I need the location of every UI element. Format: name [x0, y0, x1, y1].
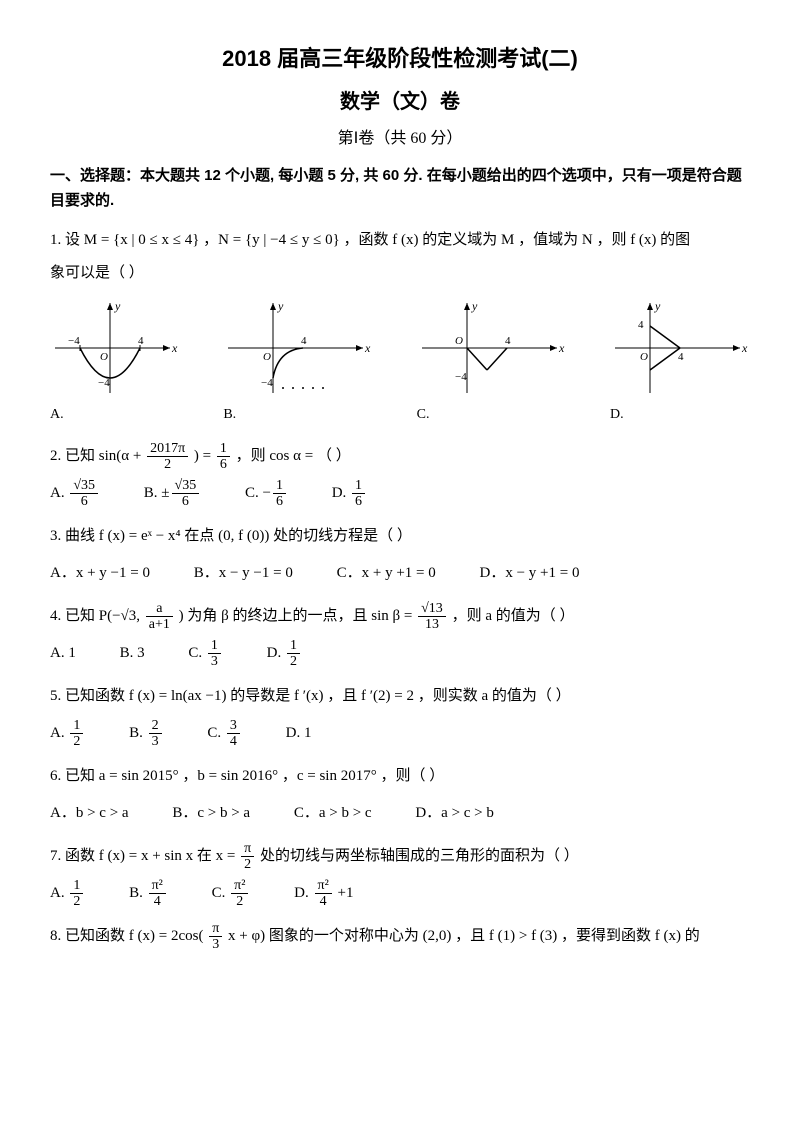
svg-text:−4: −4: [455, 371, 467, 383]
svg-text:−4: −4: [98, 377, 110, 389]
q5-opt-b: B. 23: [129, 717, 164, 750]
q2-frac-num: 2017π: [147, 441, 188, 457]
q8-text-a: 8. 已知函数 f (x) = 2cos(: [50, 928, 203, 944]
q2-r-den: 6: [217, 457, 230, 472]
q3-opt-d: D．x − y +1 = 0: [480, 557, 580, 590]
title-sub: 数学（文）卷: [50, 85, 750, 119]
q1-label-d: D.: [610, 407, 624, 422]
svg-text:4: 4: [301, 335, 307, 347]
title-main: 2018 届高三年级阶段性检测考试(二): [50, 40, 750, 77]
svg-text:4: 4: [638, 319, 644, 331]
svg-text:y: y: [471, 299, 478, 313]
q4-opt-d: D. 12: [267, 637, 302, 670]
q2-frac-den: 2: [147, 457, 188, 472]
svg-text:y: y: [114, 299, 121, 313]
q6-opt-a: A．b > c > a: [50, 797, 129, 830]
svg-text:−4: −4: [68, 335, 80, 347]
q5-opt-d: D. 1: [286, 717, 312, 750]
q6-text: 6. 已知 a = sin 2015° ，b = sin 2016° ，c = …: [50, 760, 750, 793]
q1-graph-d: x y 4 O 4 D.: [610, 298, 750, 431]
q7-opt-c: C. π²2: [212, 877, 251, 910]
q4-text-c: ，则 a 的值为（ ）: [452, 608, 575, 624]
q4-opt-b: B. 3: [120, 637, 145, 670]
svg-text:−4: −4: [261, 377, 273, 389]
q1-label-c: C.: [417, 407, 430, 422]
svg-text:4: 4: [138, 335, 144, 347]
q1-text-a: 1. 设 M = {x | 0 ≤ x ≤ 4} ，N = {y | −4 ≤ …: [50, 224, 750, 257]
q1-label-a: A.: [50, 407, 64, 422]
q1-graphs: x y −4 4 O −4 A. x y 4 O −4: [50, 298, 750, 431]
q7-text-b: 处的切线与两坐标轴围成的三角形的面积为（ ）: [260, 848, 579, 864]
q4-opt-a: A. 1: [50, 637, 76, 670]
question-2: 2. 已知 sin(α + 2017π2 ) = 16 ，则 cos α = （…: [50, 440, 750, 510]
q5-opt-a: A. 12: [50, 717, 85, 750]
svg-text:O: O: [100, 351, 108, 363]
q6-opt-b: B．c > b > a: [172, 797, 250, 830]
q2-opt-b: B. ±√356: [144, 477, 201, 510]
title-part: 第Ⅰ卷（共 60 分）: [50, 125, 750, 152]
q4-text-a: 4. 已知 P(−√3,: [50, 608, 144, 624]
svg-text:x: x: [364, 341, 371, 355]
svg-text:4: 4: [505, 335, 511, 347]
section-header: 一、选择题：本大题共 12 个小题, 每小题 5 分, 共 60 分. 在每小题…: [50, 163, 750, 214]
q3-opt-c: C．x + y +1 = 0: [337, 557, 436, 590]
q3-opt-b: B．x − y −1 = 0: [194, 557, 293, 590]
q8-text-b: x + φ) 图象的一个对称中心为 (2,0) ，且 f (1) > f (3)…: [228, 928, 700, 944]
q2-r-num: 1: [217, 441, 230, 457]
q1-graph-a: x y −4 4 O −4 A.: [50, 298, 180, 431]
question-1: 1. 设 M = {x | 0 ≤ x ≤ 4} ，N = {y | −4 ≤ …: [50, 224, 750, 431]
q2-opt-a: A. √356: [50, 477, 100, 510]
svg-text:x: x: [558, 341, 565, 355]
question-6: 6. 已知 a = sin 2015° ，b = sin 2016° ，c = …: [50, 760, 750, 830]
svg-text:x: x: [741, 341, 748, 355]
q1-graph-b: x y 4 O −4 B.: [223, 298, 373, 431]
q2-opt-c: C. −16: [245, 477, 288, 510]
q2-opt-d: D. 16: [332, 477, 367, 510]
q2-text: 2. 已知 sin(α +: [50, 448, 145, 464]
svg-text:O: O: [455, 335, 463, 347]
q5-text: 5. 已知函数 f (x) = ln(ax −1) 的导数是 f ′(x) ，且…: [50, 680, 750, 713]
question-3: 3. 曲线 f (x) = eˣ − x⁴ 在点 (0, f (0)) 处的切线…: [50, 520, 750, 590]
question-8: 8. 已知函数 f (x) = 2cos( π3 x + φ) 图象的一个对称中…: [50, 920, 750, 953]
q7-opt-d: D. π²4 +1: [294, 877, 353, 910]
q1-label-b: B.: [223, 407, 236, 422]
question-4: 4. 已知 P(−√3, aa+1 ) 为角 β 的终边上的一点，且 sin β…: [50, 600, 750, 670]
svg-text:x: x: [171, 341, 178, 355]
q5-opt-c: C. 34: [207, 717, 242, 750]
q2-mid: ) =: [194, 448, 215, 464]
q6-opt-d: D．a > c > b: [415, 797, 494, 830]
q2-tail: ，则 cos α = （ ）: [236, 448, 351, 464]
q3-opt-a: A．x + y −1 = 0: [50, 557, 150, 590]
q7-text-a: 7. 函数 f (x) = x + sin x 在 x =: [50, 848, 239, 864]
question-7: 7. 函数 f (x) = x + sin x 在 x = π2 处的切线与两坐…: [50, 840, 750, 910]
q4-opt-c: C. 13: [188, 637, 223, 670]
svg-text:O: O: [263, 351, 271, 363]
q7-opt-a: A. 12: [50, 877, 85, 910]
svg-text:y: y: [654, 299, 661, 313]
q4-text-b: ) 为角 β 的终边上的一点，且 sin β =: [179, 608, 416, 624]
q7-opt-b: B. π²4: [129, 877, 168, 910]
q3-text: 3. 曲线 f (x) = eˣ − x⁴ 在点 (0, f (0)) 处的切线…: [50, 520, 750, 553]
q1-text-b: 象可以是（ ）: [50, 257, 750, 290]
svg-text:O: O: [640, 351, 648, 363]
svg-text:y: y: [277, 299, 284, 313]
q1-graph-c: x y 4 O −4 C.: [417, 298, 567, 431]
question-5: 5. 已知函数 f (x) = ln(ax −1) 的导数是 f ′(x) ，且…: [50, 680, 750, 750]
q6-opt-c: C．a > b > c: [294, 797, 372, 830]
svg-text:4: 4: [678, 351, 684, 363]
